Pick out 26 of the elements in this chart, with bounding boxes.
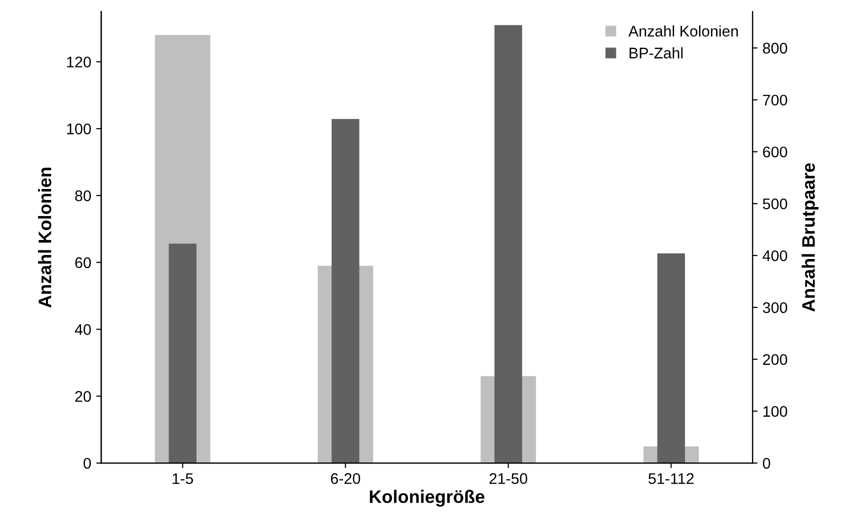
legend-label: BP-Zahl (630, 47, 683, 58)
y2-tick-label: 400 (762, 250, 788, 262)
legend-label: Anzahl Kolonien (628, 25, 738, 37)
y2-tick-label: 300 (762, 302, 788, 314)
y-tick-label: 0 (84, 458, 91, 469)
y-axis-title: Anzahl Kolonien (38, 168, 52, 308)
y-tick-label: 60 (75, 257, 91, 268)
x-tick-label: 6-20 (330, 473, 360, 484)
x-tick-label: 21-50 (490, 473, 528, 484)
x-tick-label: 51-112 (648, 473, 694, 484)
y-tick-label: 40 (74, 324, 91, 335)
x-axis-title: Koloniegröße (370, 490, 484, 507)
x-tick-label: 1-5 (172, 473, 194, 484)
y2-tick-label: 600 (763, 146, 788, 158)
y-tick-label: 120 (67, 56, 91, 68)
y2-tick-label: 100 (763, 406, 788, 417)
y2-tick-label: 200 (763, 354, 788, 365)
bar (168, 244, 196, 464)
y-tick-label: 100 (67, 124, 91, 134)
y-tick-label: 80 (75, 190, 91, 202)
y2-tick-label: 0 (762, 458, 770, 469)
y-tick-label: 20 (75, 391, 91, 402)
y2-tick-label: 700 (763, 94, 788, 106)
y2-axis-title: Anzahl Brutpaare (802, 163, 818, 312)
y2-tick-label: 800 (762, 42, 788, 54)
y2-tick-label: 500 (762, 198, 788, 210)
